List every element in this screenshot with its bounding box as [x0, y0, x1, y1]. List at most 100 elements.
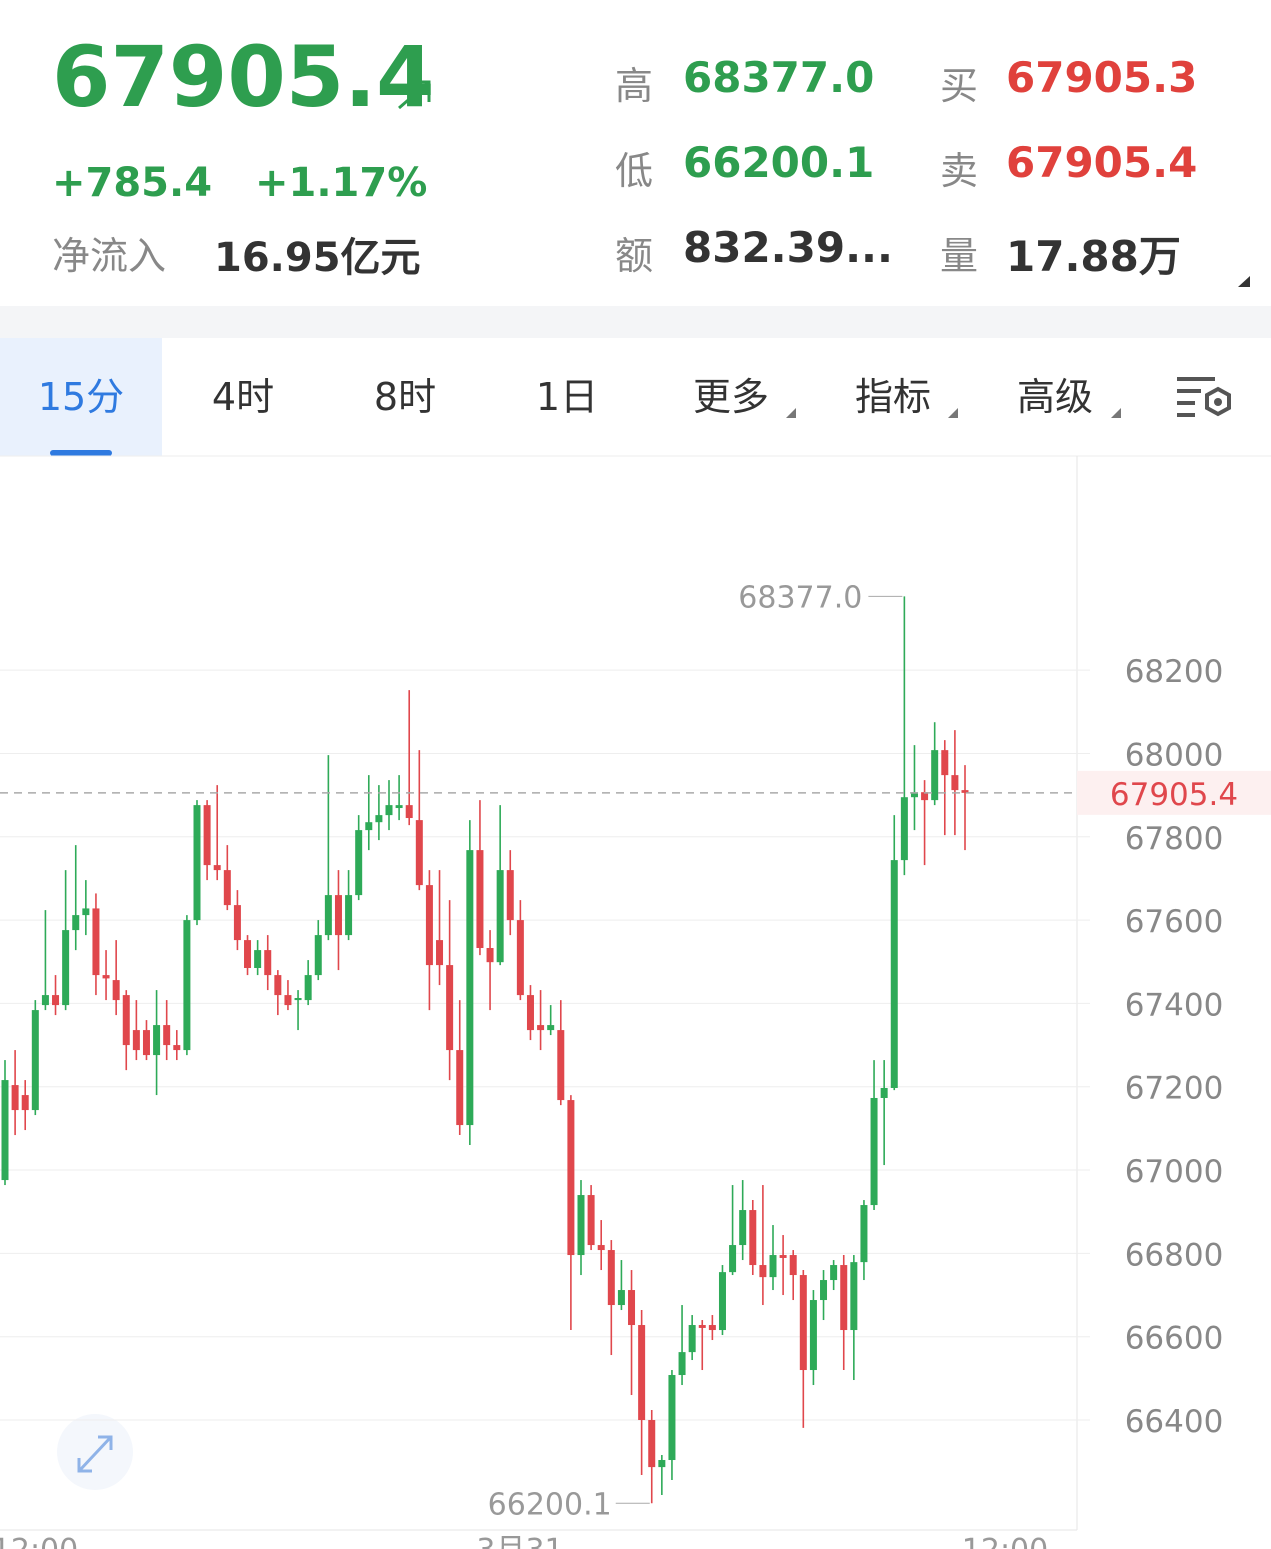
- tab[interactable]: 1日: [535, 375, 599, 419]
- candle-body: [284, 995, 292, 1006]
- candle-body: [456, 1050, 464, 1126]
- candle-body: [638, 1325, 646, 1421]
- tab[interactable]: 高级: [1016, 375, 1093, 419]
- candle-body: [466, 850, 474, 1126]
- candle-body: [213, 865, 221, 871]
- candle-body: [830, 1265, 838, 1281]
- candle-body: [142, 1030, 150, 1056]
- y-tick-label: 67000: [1125, 1154, 1224, 1190]
- candle-body: [436, 940, 444, 966]
- candle-body: [193, 805, 201, 921]
- up-arrow: [398, 80, 431, 110]
- change-pct: +1.17%: [255, 160, 428, 206]
- candle-body: [405, 805, 413, 819]
- candle-body: [648, 1420, 656, 1468]
- candle-body: [183, 920, 191, 1051]
- tab-selected-bg: [0, 338, 162, 456]
- inflow-label: 净流入: [52, 234, 167, 278]
- stat-label: 高: [615, 64, 654, 108]
- last-price-label: 67905.4: [1110, 777, 1238, 813]
- expand-caret[interactable]: [1236, 274, 1252, 288]
- candle-body: [11, 1085, 19, 1111]
- tab[interactable]: 更多: [692, 375, 769, 419]
- candle-body: [244, 940, 252, 969]
- candle-body: [92, 908, 100, 976]
- tab[interactable]: 8时: [373, 375, 437, 419]
- stat-value: 17.88万: [1006, 232, 1181, 281]
- x-tick-label: 12:00: [0, 1533, 78, 1549]
- candle-body: [850, 1262, 858, 1331]
- candle-body: [264, 950, 272, 976]
- candle-body: [587, 1195, 595, 1246]
- stat-label: 额: [615, 234, 654, 278]
- x-tick-label: 12:00: [962, 1533, 1048, 1549]
- candle-body: [941, 750, 949, 776]
- candle-body: [779, 1255, 787, 1258]
- candle-body: [41, 995, 49, 1006]
- candle-body: [749, 1210, 757, 1266]
- candle-body: [274, 975, 282, 996]
- candle-body: [496, 870, 504, 963]
- candle-body: [233, 905, 241, 941]
- candle-body: [547, 1025, 555, 1031]
- candle-body: [880, 1087, 888, 1098]
- candle-body: [718, 1272, 726, 1331]
- candle-body: [132, 1030, 140, 1051]
- y-tick-label: 67400: [1125, 987, 1224, 1023]
- stat-value: 832.39...: [683, 223, 893, 272]
- low-marker-label: 66200.1: [488, 1487, 612, 1522]
- candle-body: [52, 995, 60, 1006]
- settings-icon[interactable]: [1175, 375, 1237, 423]
- candle-body: [425, 885, 433, 966]
- candle-body: [446, 965, 454, 1051]
- candle-body: [153, 1025, 161, 1056]
- candle-body: [223, 870, 231, 906]
- candle-body: [365, 822, 373, 831]
- candle-body: [769, 1255, 777, 1278]
- candle-body: [900, 797, 908, 861]
- candle-body: [203, 805, 211, 866]
- tab[interactable]: 15分: [37, 375, 125, 419]
- candle-body: [688, 1325, 696, 1353]
- caret: [786, 408, 796, 418]
- candle-body: [72, 915, 80, 931]
- candle-body: [961, 790, 969, 793]
- y-tick-label: 66800: [1125, 1237, 1224, 1273]
- candle-body: [21, 1095, 29, 1111]
- candle-body: [597, 1245, 605, 1251]
- candle-body: [708, 1325, 716, 1331]
- candle-body: [557, 1030, 565, 1101]
- y-tick-label: 66400: [1125, 1404, 1224, 1440]
- candle-body: [759, 1265, 767, 1278]
- candle-body: [476, 850, 484, 949]
- candle-body: [526, 995, 534, 1031]
- candle-body: [415, 820, 423, 886]
- y-tick-label: 68000: [1125, 737, 1224, 773]
- stat-label: 量: [940, 234, 979, 278]
- tab-indicator: [50, 450, 112, 456]
- y-tick-label: 67600: [1125, 904, 1224, 940]
- candle-body: [729, 1245, 737, 1273]
- candle-body: [31, 1010, 39, 1111]
- candle-body: [82, 908, 90, 916]
- candle-body: [607, 1250, 615, 1306]
- caret: [948, 408, 958, 418]
- tab[interactable]: 4时: [211, 375, 275, 419]
- inflow-value: 16.95亿元: [214, 235, 421, 281]
- candle-body: [820, 1280, 828, 1301]
- candle-body: [112, 980, 120, 1001]
- candle-body: [809, 1300, 817, 1371]
- x-tick-label: 3月31: [476, 1533, 563, 1549]
- candle-body: [658, 1460, 666, 1468]
- y-tick-label: 67800: [1125, 821, 1224, 857]
- tab[interactable]: 指标: [854, 375, 931, 419]
- stat-label: 买: [940, 64, 979, 108]
- candle-body: [577, 1195, 585, 1256]
- candle-body: [890, 860, 898, 1088]
- change: +785.4: [52, 160, 213, 206]
- candle-body: [678, 1352, 686, 1376]
- caret: [1111, 408, 1121, 418]
- y-tick-label: 68200: [1125, 654, 1224, 690]
- candle-body: [395, 805, 403, 809]
